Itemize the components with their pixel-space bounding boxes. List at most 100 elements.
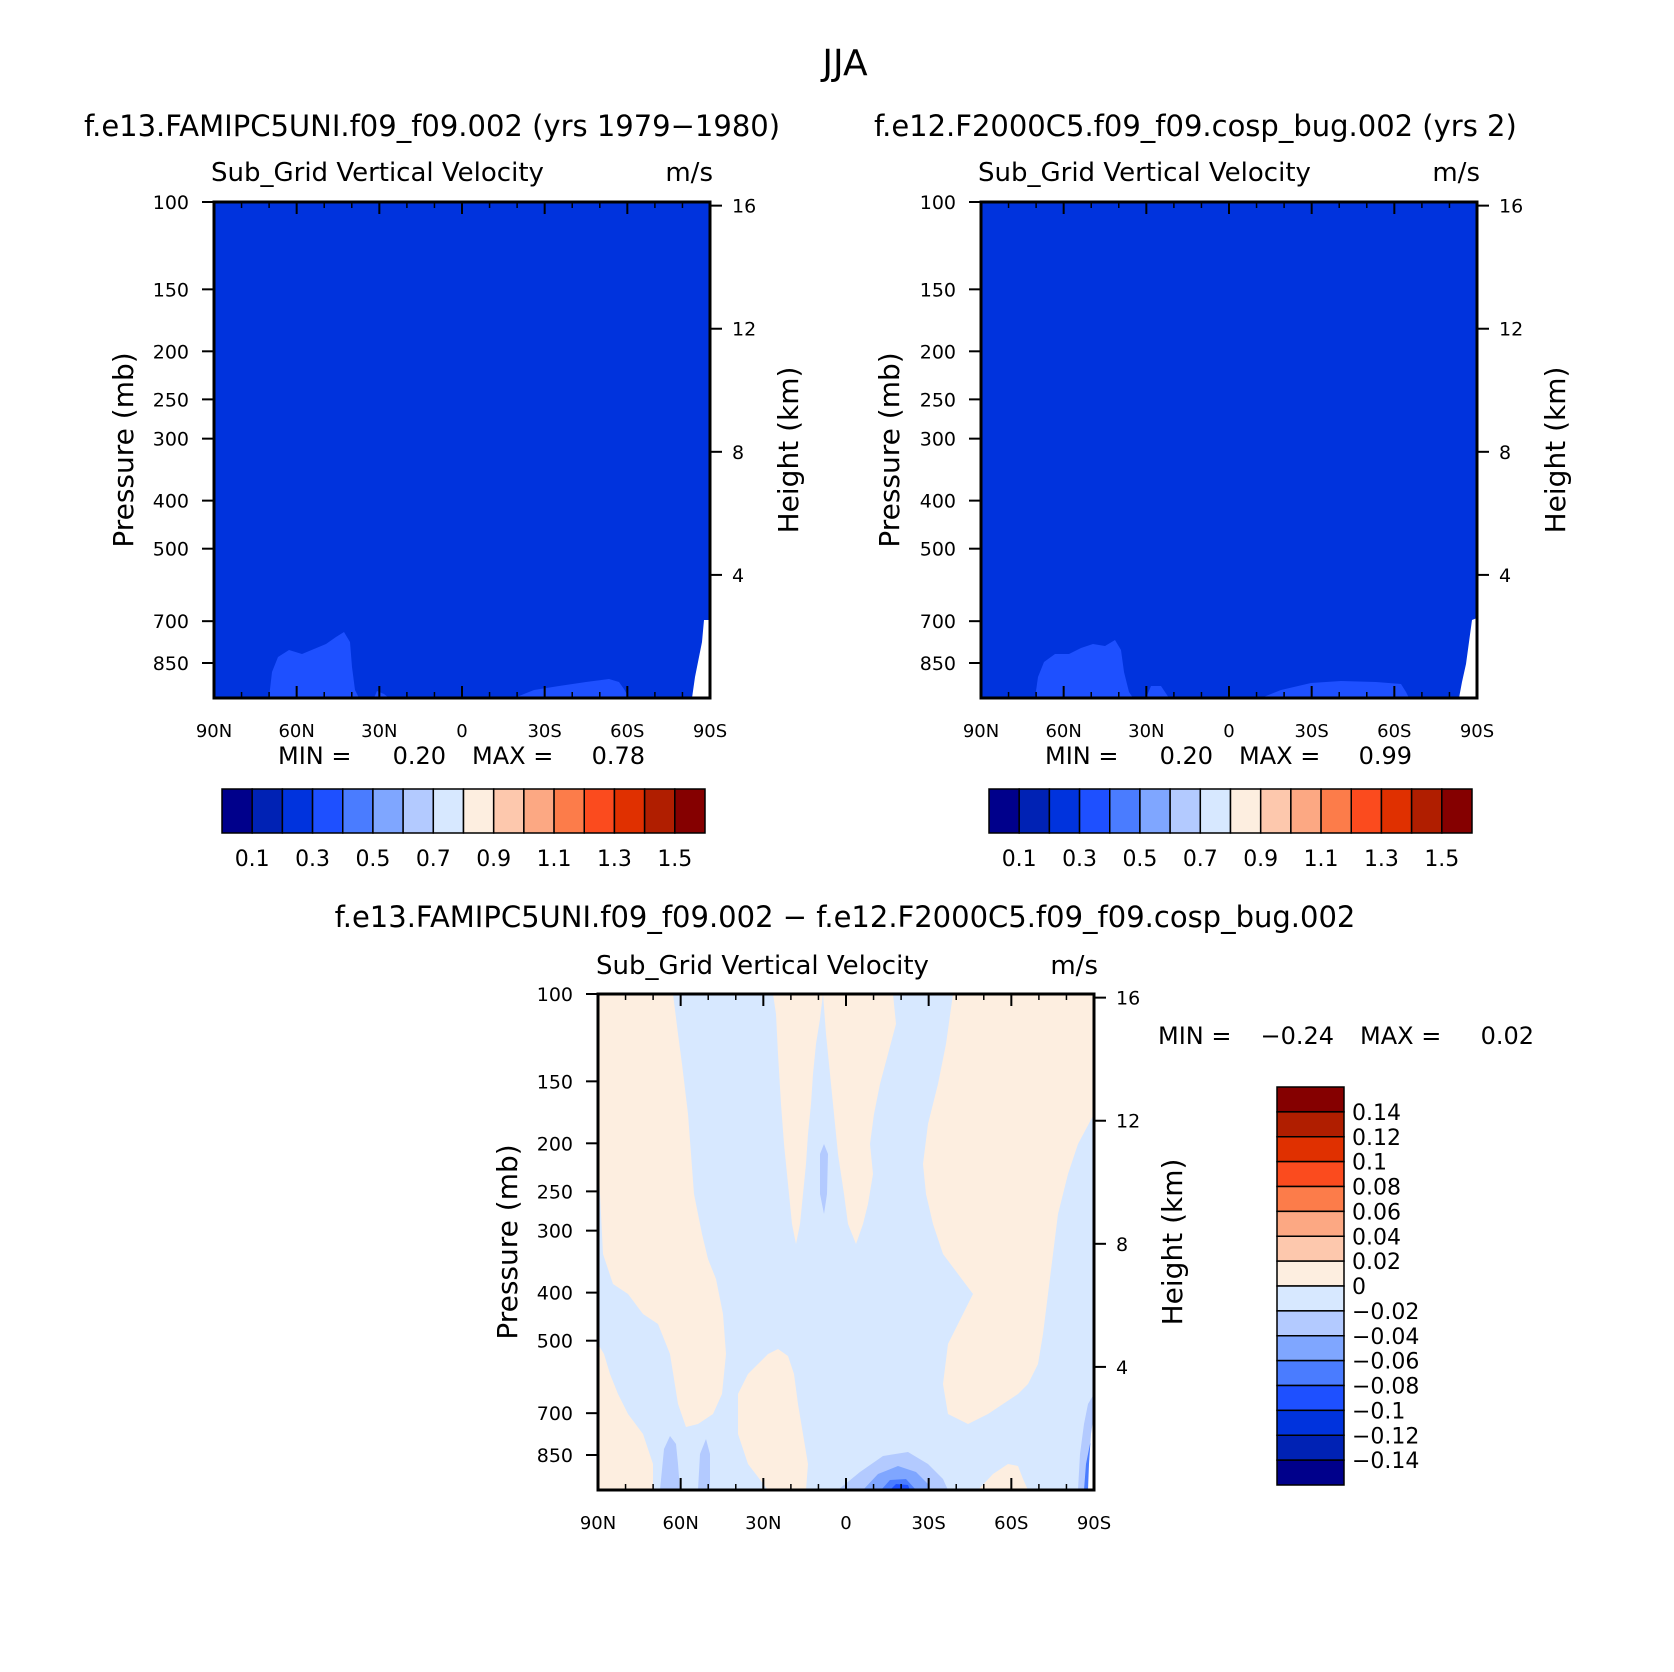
- panel-a-xtick-label: 60S: [610, 721, 644, 742]
- panel-b-colorbar-label: 1.5: [1424, 847, 1459, 872]
- panel-diff-ytick-label: 700: [537, 1403, 573, 1425]
- panel-diff-colorbar-box: [1276, 1260, 1345, 1287]
- panel-diff-colorbar-box: [1276, 1086, 1345, 1113]
- panel-diff-ytick-label: 150: [537, 1071, 573, 1093]
- panel-b-ytick-label: 400: [920, 491, 956, 513]
- panel-b-colorbar-box: [1380, 788, 1413, 834]
- panel-b-colorbar-label: 0.9: [1243, 847, 1278, 872]
- panel-b-colorbar-box: [1139, 788, 1171, 834]
- panel-diff-colorbar-box: [1276, 1210, 1345, 1237]
- panel-a-ytick-label: 400: [153, 491, 189, 513]
- panel-a-colorbar-label: 1.1: [537, 847, 572, 872]
- panel-diff-y2tick-label: 8: [1116, 1234, 1128, 1256]
- panel-diff-ytick-label: 400: [537, 1283, 573, 1305]
- panel-a-colorbar-label: 0.3: [295, 847, 330, 872]
- panel-a-units: m/s: [665, 158, 713, 188]
- panel-diff-colorbar-label: 0.1: [1352, 1151, 1387, 1176]
- panel-b-ytick-label: 850: [920, 653, 956, 675]
- panel-a-ytick-label: 500: [153, 539, 189, 561]
- panel-diff-xtick-label: 90S: [1077, 1513, 1111, 1534]
- panel-b-y2tick-label: 4: [1499, 565, 1511, 587]
- panel-b-colorbar-box: [1048, 788, 1081, 834]
- panel-diff-variable: Sub_Grid Vertical Velocity: [596, 951, 929, 981]
- panel-a-colorbar-box: [372, 788, 404, 834]
- panel-a-colorbar-box: [583, 788, 616, 834]
- panel-diff-max-value: 0.02: [1481, 1022, 1534, 1050]
- panel-a-colorbar-label: 1.3: [597, 847, 632, 872]
- panel-diff-colorbar-box: [1276, 1185, 1345, 1213]
- panel-b-colorbar-box: [1441, 788, 1473, 834]
- panel-diff-colorbar-box: [1276, 1434, 1345, 1461]
- panel-b-plot-area: [981, 202, 1477, 698]
- panel-b-colorbar-box: [1410, 788, 1443, 834]
- panel-diff-ytick-label: 300: [537, 1221, 573, 1243]
- panel-b-contour-0.3-c: [1261, 681, 1409, 698]
- panel-a-missing: [692, 620, 710, 698]
- panel-a-xtick-label: 30S: [527, 721, 561, 742]
- panel-b-y2tick-label: 12: [1499, 319, 1523, 341]
- panel-b-y2tick-label: 16: [1499, 196, 1523, 218]
- panel-diff-y2tick-label: 12: [1116, 1111, 1140, 1133]
- panel-a-colorbar-box: [251, 788, 284, 834]
- panel-a-colorbar-box: [643, 788, 676, 834]
- panel-diff-xtick-label: 90N: [580, 1513, 616, 1534]
- panel-diff-ytick-label: 500: [537, 1331, 573, 1353]
- panel-b-colorbar-box: [1229, 788, 1262, 834]
- panel-diff-pos-4: [923, 994, 1094, 1424]
- panel-b-colorbar-box: [1350, 788, 1383, 834]
- panel-b-axes: 90N 60N 30N 0 30S 60S 90S 100 150 200 250 300 400 500…: [920, 192, 1523, 742]
- panel-b-colorbar-box: [1199, 788, 1232, 834]
- panel-a-xtick-label: 60N: [278, 721, 314, 742]
- panel-diff-colorbar-box: [1276, 1160, 1345, 1188]
- panel-b-colorbar-box: [1109, 788, 1141, 834]
- panel-b-xtick-label: 60S: [1377, 721, 1411, 742]
- panel-diff-units: m/s: [1050, 951, 1098, 981]
- panel-a-colorbar-label: 1.5: [657, 847, 692, 872]
- panel-diff-neg-1: [820, 1144, 828, 1214]
- panel-b-colorbar-label: 1.1: [1304, 847, 1339, 872]
- panel-a-colorbar-box: [281, 788, 314, 834]
- panel-diff-ylabel: Pressure (mb): [491, 1144, 524, 1339]
- panel-a-ytick-label: 200: [153, 341, 189, 363]
- panel-a-plot-area: [214, 202, 710, 698]
- panel-b-colorbar-box: [1259, 788, 1292, 834]
- panel-diff-colorbar-label: −0.06: [1352, 1350, 1419, 1375]
- panel-b-ytick-label: 300: [920, 429, 956, 451]
- panel-b-colorbar-label: 1.3: [1364, 847, 1399, 872]
- panel-b-colorbar-box: [1320, 788, 1352, 834]
- panel-b-contour-0.3: [1035, 640, 1133, 698]
- panel-diff-colorbar-label: 0.08: [1352, 1176, 1401, 1201]
- panel-diff-ytick-label: 250: [537, 1181, 573, 1203]
- panel-a-case-title: f.e13.FAMIPC5UNI.f09_f09.002 (yrs 1979−1…: [84, 109, 780, 143]
- panel-b-xtick-label: 90N: [963, 721, 999, 742]
- panel-diff-colorbar: 0.140.120.10.080.060.040.020−0.02−0.04−0…: [1276, 1086, 1419, 1486]
- panel-diff-max-label: MAX =: [1360, 1022, 1441, 1050]
- panel-diff-colorbar-label: −0.14: [1352, 1449, 1419, 1474]
- panel-diff-pos-2: [773, 994, 823, 1244]
- panel-b-max-label: MAX =: [1239, 742, 1320, 770]
- panel-a-colorbar-label: 0.1: [235, 847, 270, 872]
- panel-a-ytick-label: 150: [153, 279, 189, 301]
- panel-b-colorbar-label: 0.7: [1183, 847, 1218, 872]
- panel-diff-pos-6: [978, 1464, 1028, 1490]
- panel-a-y2label: Height (km): [772, 367, 805, 534]
- panel-b-min-label: MIN =: [1045, 742, 1118, 770]
- panel-diff-colorbar-box: [1276, 1285, 1345, 1312]
- panel-a-variable: Sub_Grid Vertical Velocity: [211, 158, 544, 188]
- panel-a: f.e13.FAMIPC5UNI.f09_f09.002 (yrs 1979−1…: [84, 109, 805, 872]
- panel-a-contour-0.3: [269, 632, 359, 698]
- panel-a-ytick-label: 250: [153, 389, 189, 411]
- panel-diff-xtick-label: 30S: [911, 1513, 945, 1534]
- panel-diff-colorbar-label: −0.04: [1352, 1325, 1419, 1350]
- panel-b-colorbar-label: 0.1: [1002, 847, 1037, 872]
- panel-a-colorbar-box: [674, 788, 706, 834]
- panel-diff-colorbar-label: 0.06: [1352, 1200, 1401, 1225]
- panel-diff-pos-1: [598, 994, 726, 1427]
- panel-a-axes: 90N 60N 30N 0 30S 60S 90S 100 150 200 250 300 400 500…: [153, 192, 756, 742]
- panel-diff-xtick-label: 60S: [994, 1513, 1028, 1534]
- panel-a-xtick-label: 90S: [693, 721, 727, 742]
- panel-diff-colorbar-label: 0.12: [1352, 1126, 1401, 1151]
- panel-a-colorbar-box: [311, 788, 344, 834]
- panel-a-colorbar: 0.1 0.3 0.5 0.7 0.9 1.1 1.3 1.5: [221, 788, 706, 872]
- panel-diff-pos-3: [823, 994, 896, 1244]
